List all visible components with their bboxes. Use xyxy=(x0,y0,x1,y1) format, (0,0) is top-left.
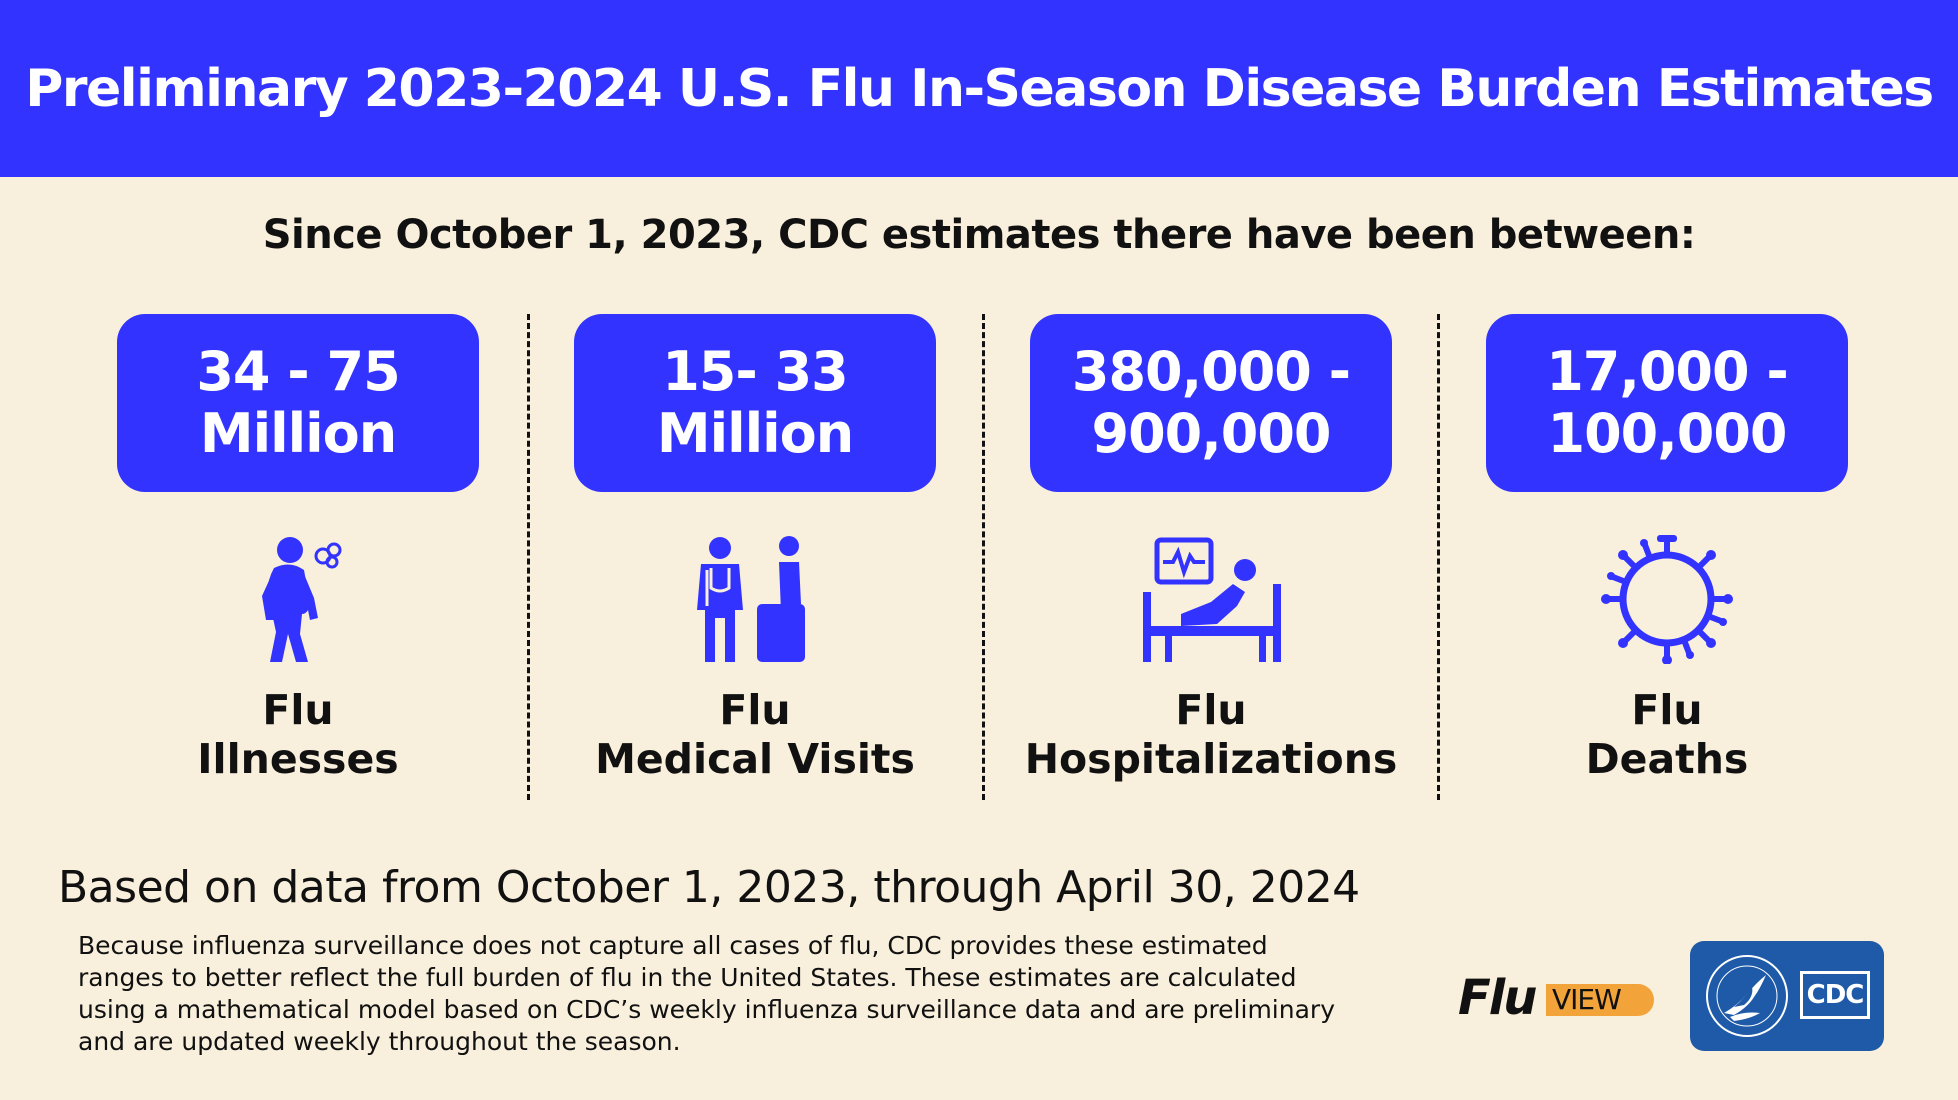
stat-label-line1: Flu xyxy=(262,686,334,734)
hhs-seal-icon xyxy=(1706,955,1788,1037)
stat-value-box: 17,000 - 100,000 xyxy=(1486,314,1848,492)
virus-icon xyxy=(1601,535,1733,664)
stat-medical-visits: 15- 33 Million Flu Medical Visits xyxy=(574,314,936,794)
stat-value-line1: 17,000 - xyxy=(1546,340,1789,403)
fluview-logo-view: VIEW xyxy=(1546,984,1654,1016)
stat-value-line1: 34 - 75 xyxy=(196,340,400,403)
title-banner: Preliminary 2023-2024 U.S. Flu In-Season… xyxy=(0,0,1958,177)
stat-value-line1: 15- 33 xyxy=(662,340,849,403)
hospital-bed-icon xyxy=(1143,537,1281,662)
data-range-note: Based on data from October 1, 2023, thro… xyxy=(58,862,1360,913)
column-divider xyxy=(982,314,985,800)
stat-label-line2: Deaths xyxy=(1585,735,1749,783)
cdc-logo-text: CDC xyxy=(1800,971,1870,1019)
stat-label-line2: Medical Visits xyxy=(595,735,915,783)
column-divider xyxy=(1437,314,1440,800)
column-divider xyxy=(527,314,530,800)
subtitle: Since October 1, 2023, CDC estimates the… xyxy=(262,212,1696,258)
stat-label: Flu Deaths xyxy=(1456,686,1878,784)
stat-deaths: 17,000 - 100,000 xyxy=(1486,314,1848,794)
stat-label-line2: Hospitalizations xyxy=(1024,735,1398,783)
stat-label: Flu Medical Visits xyxy=(544,686,966,784)
stat-value-box: 15- 33 Million xyxy=(574,314,936,492)
stat-label: Flu Illnesses xyxy=(87,686,509,784)
stat-label-line2: Illnesses xyxy=(197,735,399,783)
stat-value-line2: Million xyxy=(656,402,854,465)
stat-label-line1: Flu xyxy=(719,686,791,734)
stat-value-line1: 380,000 - xyxy=(1071,340,1351,403)
doctor-patient-icon xyxy=(697,536,805,662)
sick-person-icon xyxy=(262,537,342,662)
cdc-logo: CDC xyxy=(1690,941,1884,1051)
fluview-logo-flu: Flu xyxy=(1458,970,1537,1026)
stat-label-line1: Flu xyxy=(1175,686,1247,734)
stat-value-line2: Million xyxy=(199,402,397,465)
stat-label-line1: Flu xyxy=(1631,686,1703,734)
stat-value-line2: 900,000 xyxy=(1091,402,1332,465)
stat-hospitalizations: 380,000 - 900,000 Flu Hospitalizations xyxy=(1025,314,1397,794)
methodology-footnote: Because influenza surveillance does not … xyxy=(78,931,1335,1056)
fluview-logo: Flu VIEW xyxy=(1458,970,1654,1026)
page-title: Preliminary 2023-2024 U.S. Flu In-Season… xyxy=(25,58,1934,119)
stat-label: Flu Hospitalizations xyxy=(1000,686,1422,784)
stat-value-box: 380,000 - 900,000 xyxy=(1030,314,1392,492)
stat-value-box: 34 - 75 Million xyxy=(117,314,479,492)
stat-value-line2: 100,000 xyxy=(1547,402,1788,465)
stat-illnesses: 34 - 75 Million Flu Illnesses xyxy=(117,314,479,794)
